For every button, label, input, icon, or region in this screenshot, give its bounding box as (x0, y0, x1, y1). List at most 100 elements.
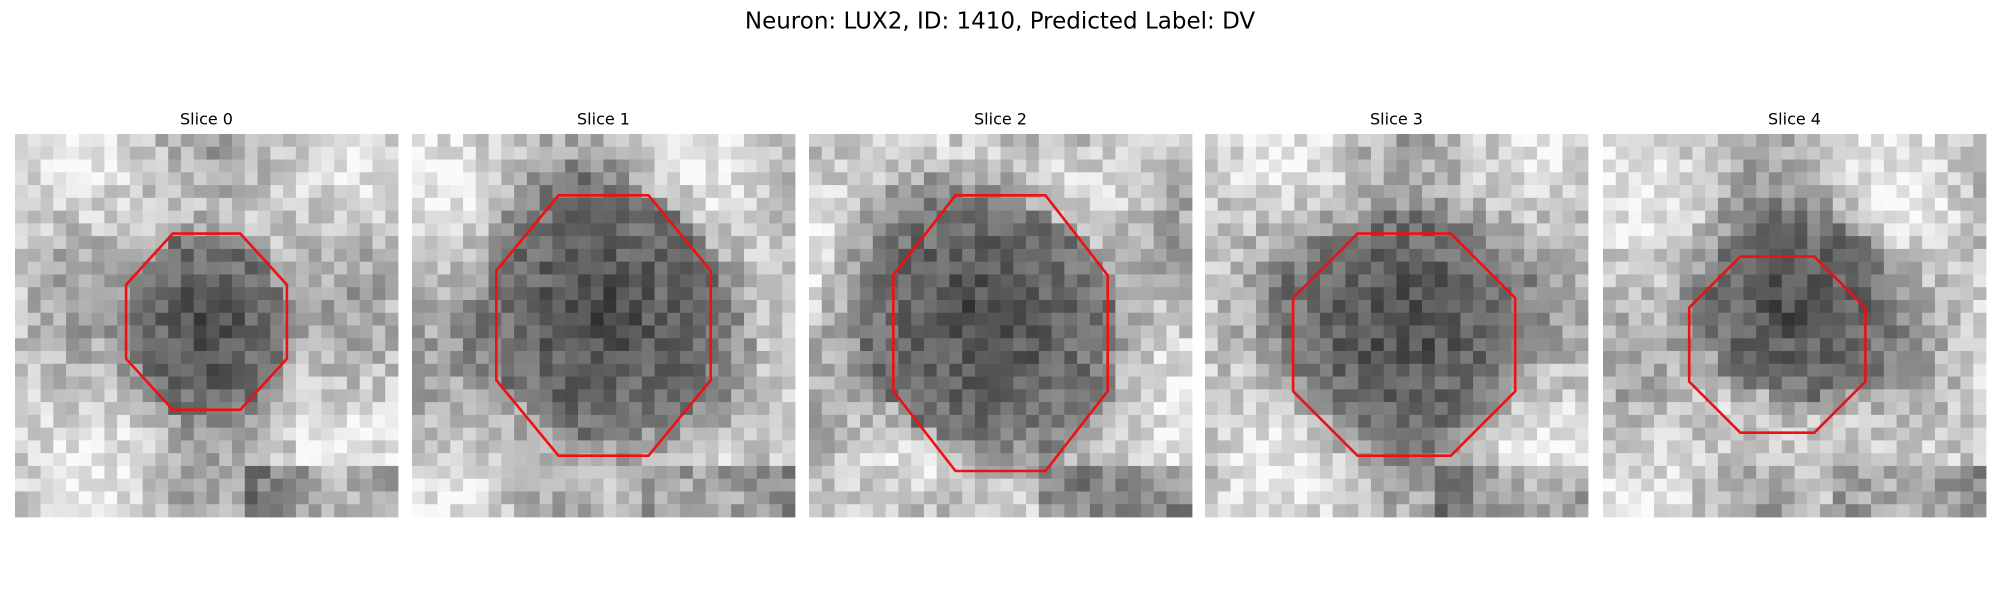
pixel (1845, 223, 1859, 237)
pixel (91, 146, 105, 160)
pixel (1883, 325, 1898, 339)
pixel (66, 312, 80, 326)
pixel (1026, 159, 1040, 173)
pixel (488, 402, 502, 416)
pixel (911, 491, 925, 505)
pixel (949, 287, 963, 301)
pixel (718, 172, 732, 186)
pixel (346, 414, 361, 429)
pixel (1051, 414, 1065, 429)
pixel (1179, 338, 1193, 352)
pixel (1166, 465, 1180, 480)
pixel (962, 389, 976, 403)
pixel (821, 223, 835, 237)
pixel (308, 351, 322, 365)
pixel (923, 338, 938, 352)
pixel (1000, 248, 1014, 263)
pixel (1883, 465, 1898, 480)
pixel (1460, 325, 1474, 339)
pixel (257, 389, 271, 403)
pixel (577, 402, 592, 416)
pixel (1370, 185, 1385, 199)
pixel (1000, 134, 1014, 148)
pixel (412, 427, 426, 441)
pixel (1883, 440, 1898, 454)
pixel (616, 134, 630, 148)
pixel (1896, 402, 1910, 416)
pixel (654, 504, 668, 518)
pixel (731, 223, 745, 237)
pixel (1409, 351, 1423, 365)
pixel (885, 491, 899, 505)
pixel (193, 299, 207, 314)
pixel (1077, 402, 1091, 416)
pixel (898, 453, 912, 467)
pixel (1447, 274, 1461, 288)
pixel (1807, 197, 1821, 211)
pixel (834, 414, 848, 429)
pixel (1409, 299, 1423, 314)
pixel (91, 287, 105, 301)
pixel (705, 363, 719, 377)
pixel (1205, 465, 1219, 480)
pixel (1256, 325, 1270, 339)
pixel (949, 210, 963, 224)
pixel (743, 172, 758, 186)
pixel (78, 146, 92, 160)
pixel (629, 351, 643, 365)
pixel (412, 402, 426, 416)
pixel (1485, 504, 1500, 518)
pixel (1820, 312, 1834, 326)
pixel (168, 287, 182, 301)
pixel (1294, 363, 1308, 377)
pixel (385, 427, 399, 441)
pixel (1641, 159, 1655, 173)
pixel (1294, 185, 1308, 199)
pixel (1603, 274, 1617, 288)
pixel (872, 185, 886, 199)
pixel (1679, 491, 1693, 505)
pixel (809, 414, 823, 429)
pixel (78, 504, 92, 518)
pixel (308, 210, 322, 224)
pixel (244, 363, 258, 377)
pixel (1013, 261, 1027, 275)
pixel (385, 134, 399, 148)
pixel (501, 223, 515, 237)
pixel (1896, 185, 1910, 199)
pixel (1575, 299, 1589, 314)
pixel (91, 261, 105, 275)
pixel (1447, 210, 1461, 224)
pixel (667, 146, 681, 160)
pixel (1845, 210, 1859, 224)
pixel (359, 338, 373, 352)
pixel (974, 338, 989, 352)
pixel (1960, 504, 1974, 518)
pixel (257, 274, 271, 288)
pixel (1230, 236, 1244, 250)
pixel (641, 312, 655, 326)
pixel (1628, 376, 1642, 390)
pixel (1460, 363, 1474, 377)
pixel (1460, 172, 1474, 186)
pixel (514, 261, 528, 275)
pixel (782, 338, 796, 352)
pixel (244, 223, 258, 237)
pixel (705, 389, 719, 403)
pixel (117, 146, 131, 160)
pixel (1549, 248, 1563, 263)
pixel (1909, 146, 1923, 160)
pixel (232, 210, 246, 224)
pixel (1536, 427, 1551, 441)
pixel (1256, 376, 1270, 390)
pixel (962, 351, 976, 365)
pixel (1511, 465, 1525, 480)
pixel (1832, 389, 1846, 403)
pixel (1858, 402, 1872, 416)
pixel (539, 389, 553, 403)
pixel (1396, 312, 1410, 326)
pixel (1345, 287, 1359, 301)
pixel (1383, 159, 1397, 173)
pixel (450, 261, 464, 275)
pixel (756, 325, 770, 339)
